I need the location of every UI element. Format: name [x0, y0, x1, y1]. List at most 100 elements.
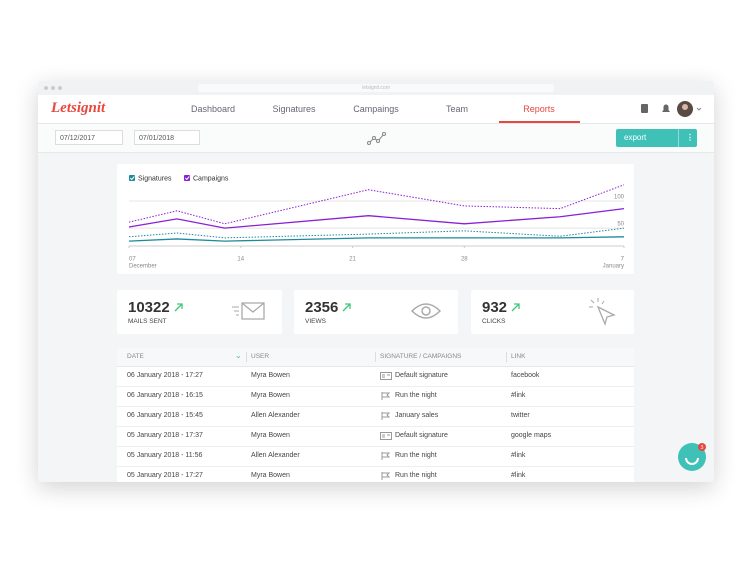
row-icon	[381, 452, 391, 460]
trend-arrow	[174, 303, 183, 312]
cell-user: Allen Alexander	[251, 412, 300, 419]
legend-check	[129, 176, 135, 181]
cell-link: #link	[511, 392, 526, 399]
logo[interactable]: Letsignit	[51, 100, 106, 116]
stat-label: VIEWS	[305, 318, 326, 325]
table-row	[117, 386, 634, 407]
nav-tab[interactable]: Team	[445, 104, 468, 114]
export-button[interactable]: export ⋮	[616, 129, 697, 147]
chat-button[interactable]: 3	[674, 438, 714, 478]
cell-user: Allen Alexander	[251, 452, 300, 459]
line	[128, 236, 625, 242]
cell-link: facebook	[511, 372, 540, 379]
legend-checkbox	[184, 175, 190, 181]
cell-item: January sales	[395, 412, 439, 419]
active-underline	[499, 121, 580, 123]
y-tick-label: 100	[614, 195, 625, 201]
date-from[interactable]: 07/12/2017	[55, 130, 123, 145]
chart-icon[interactable]	[367, 130, 387, 146]
trend-arrow	[511, 303, 520, 312]
legend-label: Signatures	[138, 175, 172, 182]
row-icon	[380, 372, 392, 380]
title-bar: letsignit.com	[38, 81, 714, 95]
legend-checkbox	[129, 175, 135, 181]
nav-tab[interactable]: Dashboard	[190, 104, 236, 114]
stat-icon	[410, 303, 442, 319]
x-tick-label: 14	[237, 257, 244, 263]
column-divider	[246, 352, 247, 362]
table-row	[117, 446, 634, 467]
column-header[interactable]: SIGNATURE / CAMPAIGNS	[380, 353, 462, 360]
cell-date: 05 January 2018 - 11:56	[127, 452, 203, 459]
x-tick-label: 07	[129, 257, 136, 263]
stat-value: 932	[482, 299, 508, 316]
stat-value: 2356	[305, 299, 339, 316]
window-dots	[44, 86, 62, 90]
cell-user: Myra Bowen	[251, 472, 290, 479]
x-tick-label: 28	[461, 257, 468, 263]
trend-arrow	[342, 303, 351, 312]
stat-icon	[232, 302, 265, 320]
stat-card: 10322 MAILS SENT	[117, 290, 282, 334]
row-icon	[381, 412, 391, 420]
column-header[interactable]: DATE	[127, 353, 144, 360]
x-tick-month: January	[603, 264, 624, 270]
stat-card: 932 CLICKS	[471, 290, 634, 334]
column-header[interactable]: USER	[251, 353, 270, 360]
row-icon	[381, 472, 391, 480]
cell-item: Run the night	[395, 392, 437, 399]
line-previous	[128, 227, 625, 239]
table-row	[117, 426, 634, 447]
sort-chevron[interactable]: ⌄	[235, 351, 242, 360]
cell-link: #link	[511, 472, 526, 479]
cell-user: Myra Bowen	[251, 372, 290, 379]
row-icon	[380, 432, 392, 440]
stat-value: 10322	[128, 299, 170, 316]
y-tick-label: 50	[617, 222, 624, 228]
table-row	[117, 366, 634, 387]
cell-date: 06 January 2018 - 17:27	[127, 372, 203, 379]
column-header[interactable]: LINK	[511, 353, 526, 360]
table-row	[117, 406, 634, 427]
column-divider	[506, 352, 507, 362]
date-to[interactable]: 07/01/2018	[134, 130, 200, 145]
legend-check	[184, 176, 190, 181]
legend-label: Campaigns	[193, 175, 229, 182]
cell-link: google maps	[511, 432, 552, 439]
browser-window: letsignit.com Letsignit Dashboard Signatu…	[38, 81, 714, 482]
cell-link: twitter	[511, 412, 530, 419]
stat-label: MAILS SENT	[128, 318, 167, 325]
nav-tab[interactable]: Signatures	[272, 104, 316, 114]
table: DATE USER SIGNATURE / CAMPAIGNS LINK ⌄ 06 Jan…	[117, 348, 634, 482]
column-divider	[375, 352, 376, 362]
x-tick-label: 21	[349, 257, 356, 263]
bell-icon[interactable]	[662, 104, 670, 113]
cell-item: Default signature	[395, 372, 448, 379]
stat-icon	[589, 298, 616, 326]
cell-user: Myra Bowen	[251, 392, 290, 399]
export-label: export	[624, 133, 647, 142]
cell-date: 06 January 2018 - 15:45	[127, 412, 203, 419]
cell-user: Myra Bowen	[251, 432, 290, 439]
stat-card: 2356 VIEWS	[294, 290, 458, 334]
nav-tab[interactable]: Reports	[523, 104, 555, 114]
line	[128, 207, 625, 229]
url: letsignit.com	[198, 84, 554, 92]
cell-item: Run the night	[395, 472, 437, 479]
x-tick-month: December	[129, 264, 157, 270]
toolbar: 07/12/2017 07/01/2018 export ⋮	[38, 124, 714, 153]
cell-date: 05 January 2018 - 17:27	[127, 472, 203, 479]
row-icon	[381, 392, 391, 400]
cell-item: Run the night	[395, 452, 437, 459]
cell-link: #link	[511, 452, 526, 459]
chat-badge: 3	[701, 445, 704, 451]
x-tick-label: 7	[621, 257, 625, 263]
line-previous	[128, 184, 625, 225]
nav-tab[interactable]: Campaings	[353, 104, 399, 114]
book-icon[interactable]	[641, 104, 648, 113]
stat-label: CLICKS	[482, 318, 506, 325]
cell-date: 06 January 2018 - 16:15	[127, 392, 203, 399]
nav: Letsignit Dashboard Signatures Campaings Te…	[38, 95, 714, 124]
